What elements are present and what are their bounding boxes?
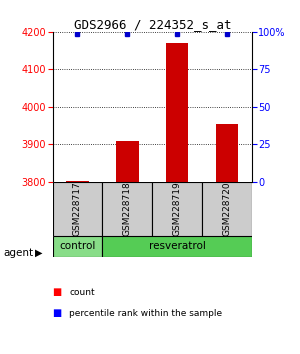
Text: GSM228719: GSM228719 — [173, 182, 182, 236]
Bar — [166, 43, 188, 182]
Bar — [216, 124, 238, 182]
Text: ■: ■ — [52, 308, 62, 318]
Title: GDS2966 / 224352_s_at: GDS2966 / 224352_s_at — [74, 18, 231, 31]
Bar — [102, 182, 152, 236]
Bar — [66, 181, 89, 182]
Text: resveratrol: resveratrol — [149, 241, 206, 251]
Text: ■: ■ — [52, 287, 62, 297]
Text: count: count — [69, 287, 94, 297]
Bar — [152, 182, 202, 236]
Text: percentile rank within the sample: percentile rank within the sample — [69, 309, 222, 318]
Bar — [202, 182, 252, 236]
Bar — [116, 141, 139, 182]
Text: GSM228720: GSM228720 — [223, 182, 232, 236]
Text: GSM228718: GSM228718 — [123, 182, 132, 236]
Bar — [102, 236, 252, 257]
Text: GSM228717: GSM228717 — [73, 182, 82, 236]
Bar — [52, 182, 102, 236]
Text: agent: agent — [3, 248, 33, 258]
Text: ▶: ▶ — [34, 248, 42, 258]
Bar — [52, 236, 102, 257]
Text: control: control — [59, 241, 96, 251]
